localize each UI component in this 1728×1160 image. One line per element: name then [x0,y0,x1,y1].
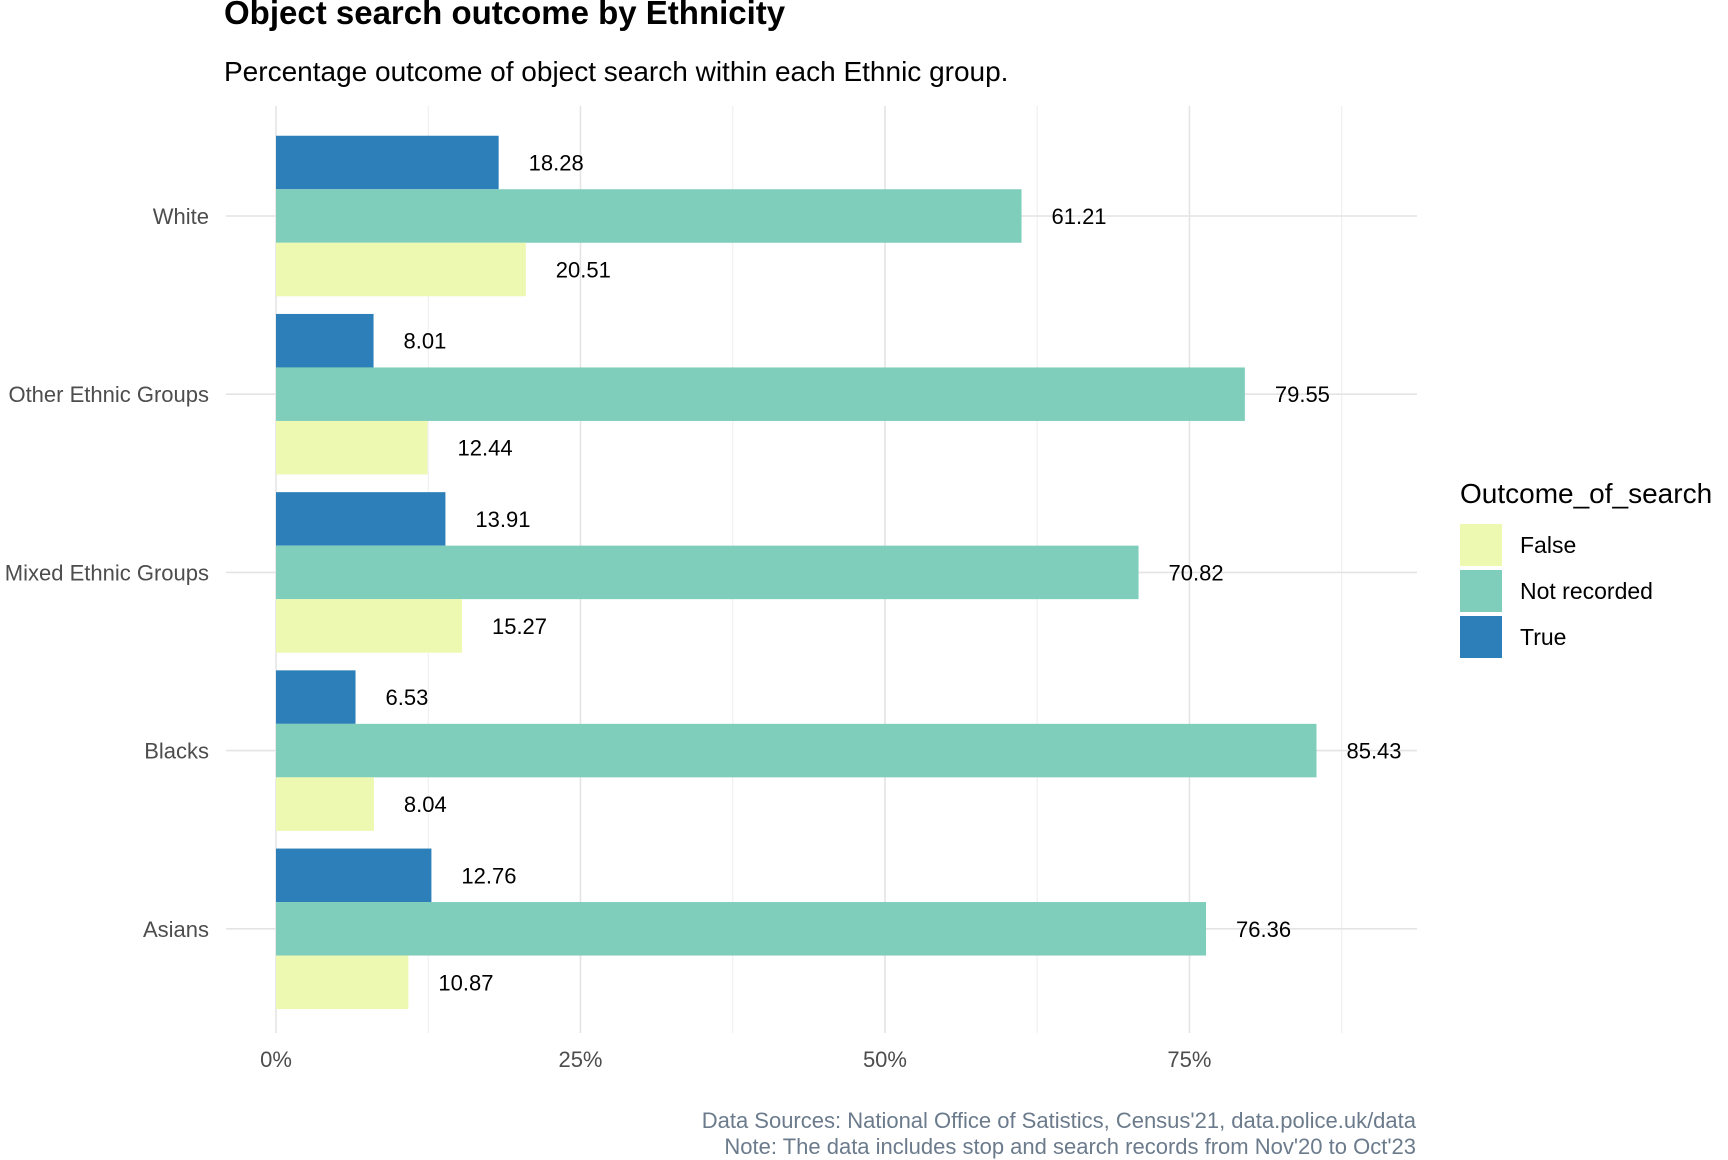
data-label-true-asians: 12.76 [461,863,516,888]
bar-not-recorded-white [276,189,1022,243]
legend-item-false: False [1460,522,1712,568]
y-tick-label-blacks: Blacks [144,739,209,764]
data-label-true-other-ethnic-groups: 8.01 [404,329,447,354]
bar-true-white [276,135,499,190]
bar-true-asians [276,848,432,903]
chart-title: Object search outcome by Ethnicity [224,0,786,31]
x-tick-label: 0% [260,1047,292,1072]
bar-false-other-ethnic-groups [276,420,428,475]
caption-note: Note: The data includes stop and search … [724,1134,1416,1159]
data-label-not-recorded-mixed-ethnic-groups: 70.82 [1169,560,1224,585]
data-label-not-recorded-other-ethnic-groups: 79.55 [1275,382,1330,407]
data-label-false-white: 20.51 [556,258,611,283]
data-label-true-mixed-ethnic-groups: 13.91 [475,507,530,532]
data-label-true-blacks: 6.53 [386,685,429,710]
bar-not-recorded-blacks [276,723,1317,778]
caption-sources: Data Sources: National Office of Satisti… [701,1108,1416,1133]
x-tick-label: 50% [863,1047,907,1072]
bar-not-recorded-other-ethnic-groups [276,367,1245,421]
legend: Outcome_of_search False Not recorded Tru… [1460,478,1712,660]
y-tick-label-other-ethnic-groups: Other Ethnic Groups [8,382,209,407]
bar-true-mixed-ethnic-groups [276,492,446,546]
y-tick-label-white: White [153,204,209,229]
legend-key-true [1460,616,1502,658]
legend-item-true: True [1460,614,1712,660]
legend-label-not-recorded: Not recorded [1520,577,1653,604]
legend-title: Outcome_of_search [1460,478,1713,509]
data-label-false-blacks: 8.04 [404,792,447,817]
bar-false-asians [276,955,409,1010]
y-axis: White Other Ethnic Groups Mixed Ethnic Gro… [5,204,209,942]
bar-false-blacks [276,777,374,831]
data-label-not-recorded-asians: 76.36 [1236,917,1291,942]
data-label-false-other-ethnic-groups: 12.44 [458,436,513,461]
data-label-not-recorded-white: 61.21 [1051,204,1106,229]
x-axis: 0% 25% 50% 75% [260,1047,1211,1072]
caption: Data Sources: National Office of Satisti… [702,1108,1416,1160]
legend-key-not-recorded [1460,570,1502,612]
bar-false-mixed-ethnic-groups [276,599,462,653]
bar-not-recorded-asians [276,902,1207,956]
bar-true-blacks [276,670,356,724]
chart-subtitle: Percentage outcome of object search with… [224,56,1009,87]
x-tick-label: 75% [1167,1047,1211,1072]
legend-label-true: True [1520,623,1567,650]
data-label-true-white: 18.28 [529,151,584,176]
data-label-false-mixed-ethnic-groups: 15.27 [492,614,547,639]
legend-item-not-recorded: Not recorded [1460,568,1712,614]
x-tick-label: 25% [558,1047,602,1072]
legend-key-false [1460,524,1502,566]
y-tick-label-asians: Asians [143,917,209,942]
y-tick-label-mixed-ethnic-groups: Mixed Ethnic Groups [5,560,209,585]
legend-label-false: False [1520,531,1577,558]
bar-true-other-ethnic-groups [276,313,374,368]
data-label-false-asians: 10.87 [438,970,493,995]
bars [276,135,1317,1010]
data-label-not-recorded-blacks: 85.43 [1346,739,1401,764]
bar-false-white [276,242,526,297]
bar-not-recorded-mixed-ethnic-groups [276,545,1139,600]
data-labels: 18.28 8.01 13.91 6.53 12.76 61.21 79.55 70.82 85… [386,151,1402,996]
